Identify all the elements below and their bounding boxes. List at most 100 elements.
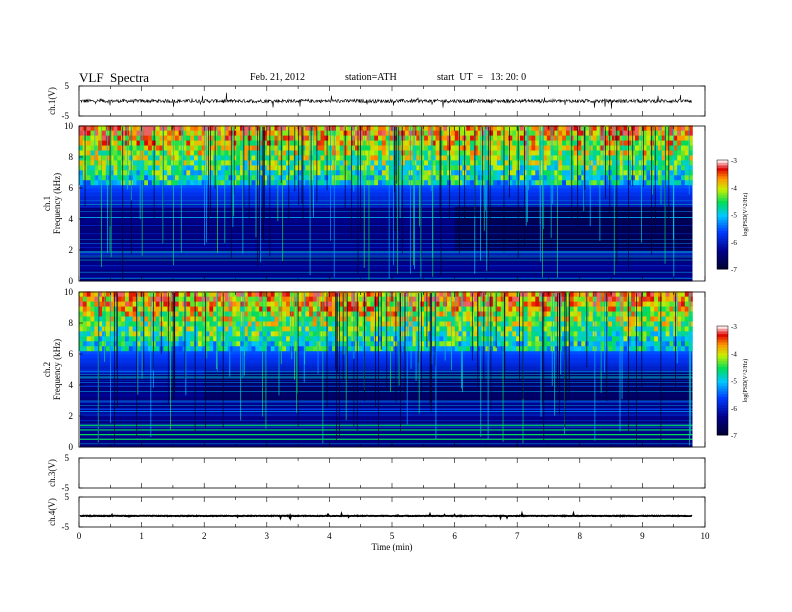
ch2-spectrogram-hiss-cell <box>370 326 375 332</box>
ch2-spectrogram-hiss-cell <box>546 291 551 297</box>
ch1-spectrogram-hiss-cell <box>631 140 636 146</box>
ch2-colorbar-cell <box>717 402 728 406</box>
ch1-spectrogram-hiss-cell <box>512 145 517 151</box>
ch1-spectrogram-hiss-cell <box>270 160 275 166</box>
ch1-spectrogram-hiss-cell <box>378 145 383 151</box>
ch1-spectrogram-hiss-cell <box>546 150 551 156</box>
ch1-spectrogram-hiss-cell <box>581 125 586 131</box>
ch1-spectrogram-hiss-cell <box>102 150 107 156</box>
ch1-spectrogram-hiss-cell <box>228 155 233 161</box>
ch1-spectrogram-hiss-cell <box>163 135 168 141</box>
ch2-spectrogram-hiss-cell <box>282 316 287 322</box>
ch2-spectrogram-hiss-cell <box>366 306 371 312</box>
ch1-spectrogram-hiss-cell <box>608 145 613 151</box>
ch1-spectrogram-hiss-cell <box>79 179 84 186</box>
ch1-spectrogram-hiss-cell <box>155 135 160 141</box>
ch2-spectrogram-hiss-cell <box>217 345 222 352</box>
ch2-spectrogram-hiss-cell <box>328 291 333 297</box>
ch1-spectrogram-hiss-cell <box>546 155 551 161</box>
ch2-spectrogram-hiss-cell <box>305 301 310 307</box>
ch2-spectrogram-band <box>80 443 693 448</box>
ch1-spectrogram-hiss-cell <box>320 160 325 166</box>
ch2-spectrogram-hiss-cell <box>611 296 617 302</box>
ch2-spectrogram-hiss-cell <box>573 336 578 342</box>
ch2-spectrogram-hiss-cell <box>604 321 609 327</box>
ch2-spectrogram-hiss-cell <box>661 301 666 307</box>
ch1-spectrogram-hiss-cell <box>259 145 264 151</box>
ch2-spectrogram-hiss-cell <box>554 340 559 347</box>
ch1-spectrogram-hiss-cell <box>688 165 693 171</box>
ch2-spectrogram-hiss-cell <box>243 336 249 342</box>
ch1-spectrogram-hiss-cell <box>562 165 567 171</box>
ch1-spectrogram-hiss-cell <box>274 130 279 136</box>
ch1-spectrogram-hiss-cell <box>155 179 160 186</box>
ch2-spectrogram-hiss-cell <box>286 326 291 332</box>
ch2-spectrogram-hiss-cell <box>600 345 605 352</box>
ch1-spectrogram-hiss-cell <box>378 135 383 141</box>
ch2-spectrogram-hiss-cell <box>324 326 329 332</box>
ch2-spectrogram-hiss-cell <box>389 345 394 352</box>
ch1-spectrogram-hiss-cell <box>608 160 613 166</box>
ch1-spectrogram-hiss-cell <box>519 135 525 141</box>
ch2-spectrogram-hiss-cell <box>328 326 333 332</box>
ch2-spectrogram-hiss-cell <box>94 296 99 302</box>
ch2-spectrogram-hiss-cell <box>600 336 605 342</box>
ch2-spectrogram-hiss-cell <box>366 291 371 297</box>
ch1-spectrogram-hiss-cell <box>163 140 168 146</box>
ch1-spectrogram-hiss-cell <box>424 145 429 151</box>
ch1-spectrogram-hiss-cell <box>531 140 536 146</box>
ch2-spectrogram-hiss-cell <box>573 296 578 302</box>
ch1-spectrogram-hiss-cell <box>186 170 191 176</box>
ch1-spectrogram-hiss-cell <box>148 165 153 171</box>
ch2-spectrogram-hiss-cell <box>485 345 490 352</box>
ch1-spectrogram-hiss-cell <box>278 150 283 156</box>
ch1-spectrogram-hiss-cell <box>546 125 551 131</box>
ch1-spectrogram-hiss-cell <box>477 165 482 171</box>
ch1-spectrogram-hiss-cell <box>435 145 440 151</box>
ch1-spectrogram-hiss-cell <box>286 174 291 181</box>
ch1-spectrogram-hiss-cell <box>539 135 544 141</box>
ch2-spectrogram-hiss-cell <box>102 291 107 297</box>
ch2-spectrogram-hiss-cell <box>401 340 406 347</box>
ch1-spectrogram-hiss-cell <box>481 150 486 156</box>
ch1-spectrogram-hiss-cell <box>102 165 107 171</box>
ch2-spectrogram-hiss-cell <box>512 296 517 302</box>
ch1-spectrogram-hiss-cell <box>604 130 609 136</box>
ch2-spectrogram-hiss-cell <box>117 311 122 317</box>
ch2-spectrogram-hiss-cell <box>596 316 601 322</box>
ch1-spectrogram-hiss-cell <box>673 160 678 166</box>
ch2-spectrogram-hiss-cell <box>94 340 99 347</box>
ch1-spectrogram-hiss-cell <box>588 130 594 136</box>
ch2-spectrogram-hiss-cell <box>167 340 172 347</box>
ch1-spectrogram-hiss-cell <box>427 140 433 146</box>
ch2-spectrogram-hiss-cell <box>462 296 467 302</box>
ch1-spectrogram-hiss-cell <box>627 125 632 131</box>
ch2-spectrogram-hiss-cell <box>312 321 318 327</box>
ch2-spectrogram-hiss-cell <box>259 301 264 307</box>
ch1-spectrogram-hiss-cell <box>454 135 459 141</box>
ch1-spectrogram-hiss-cell <box>493 145 498 151</box>
ch2-spectrogram-hiss-cell <box>213 316 218 322</box>
ch1-spectrogram-hiss-cell <box>669 130 674 136</box>
ch1-spectrogram-hiss-cell <box>447 179 452 186</box>
ch2-spectrogram-hiss-cell <box>565 326 571 332</box>
ch2-spectrogram-hiss-cell <box>194 321 199 327</box>
ch2-spectrogram-hiss-cell <box>431 306 436 312</box>
ch2-spectrogram-hiss-cell <box>351 345 356 352</box>
ch1-spectrogram-hiss-cell <box>370 155 375 161</box>
ch1-spectrogram-hiss-cell <box>450 179 456 186</box>
ch2-spectrogram-hiss-cell <box>669 291 674 297</box>
ch1-spectrogram-hiss-cell <box>481 125 486 131</box>
ch2-spectrogram-hiss-cell <box>588 340 594 347</box>
ch2-spectrogram-hiss-cell <box>102 301 107 307</box>
ch2-spectrogram-hiss-cell <box>174 336 179 342</box>
ch2-spectrogram-hiss-cell <box>113 326 118 332</box>
ch1-spectrogram-band <box>80 277 693 282</box>
ch2-spectrogram-hiss-cell <box>627 291 632 297</box>
ch1-spectrogram-hiss-cell <box>408 160 413 166</box>
ch1-spectrogram-hiss-cell <box>98 145 103 151</box>
ch1-spectrogram-hiss-cell <box>117 170 122 176</box>
ch1-spectrogram-hiss-cell <box>282 140 287 146</box>
ch1-spectrogram-hiss-cell <box>416 135 421 141</box>
ch2-spectrogram-hiss-cell <box>263 316 268 322</box>
